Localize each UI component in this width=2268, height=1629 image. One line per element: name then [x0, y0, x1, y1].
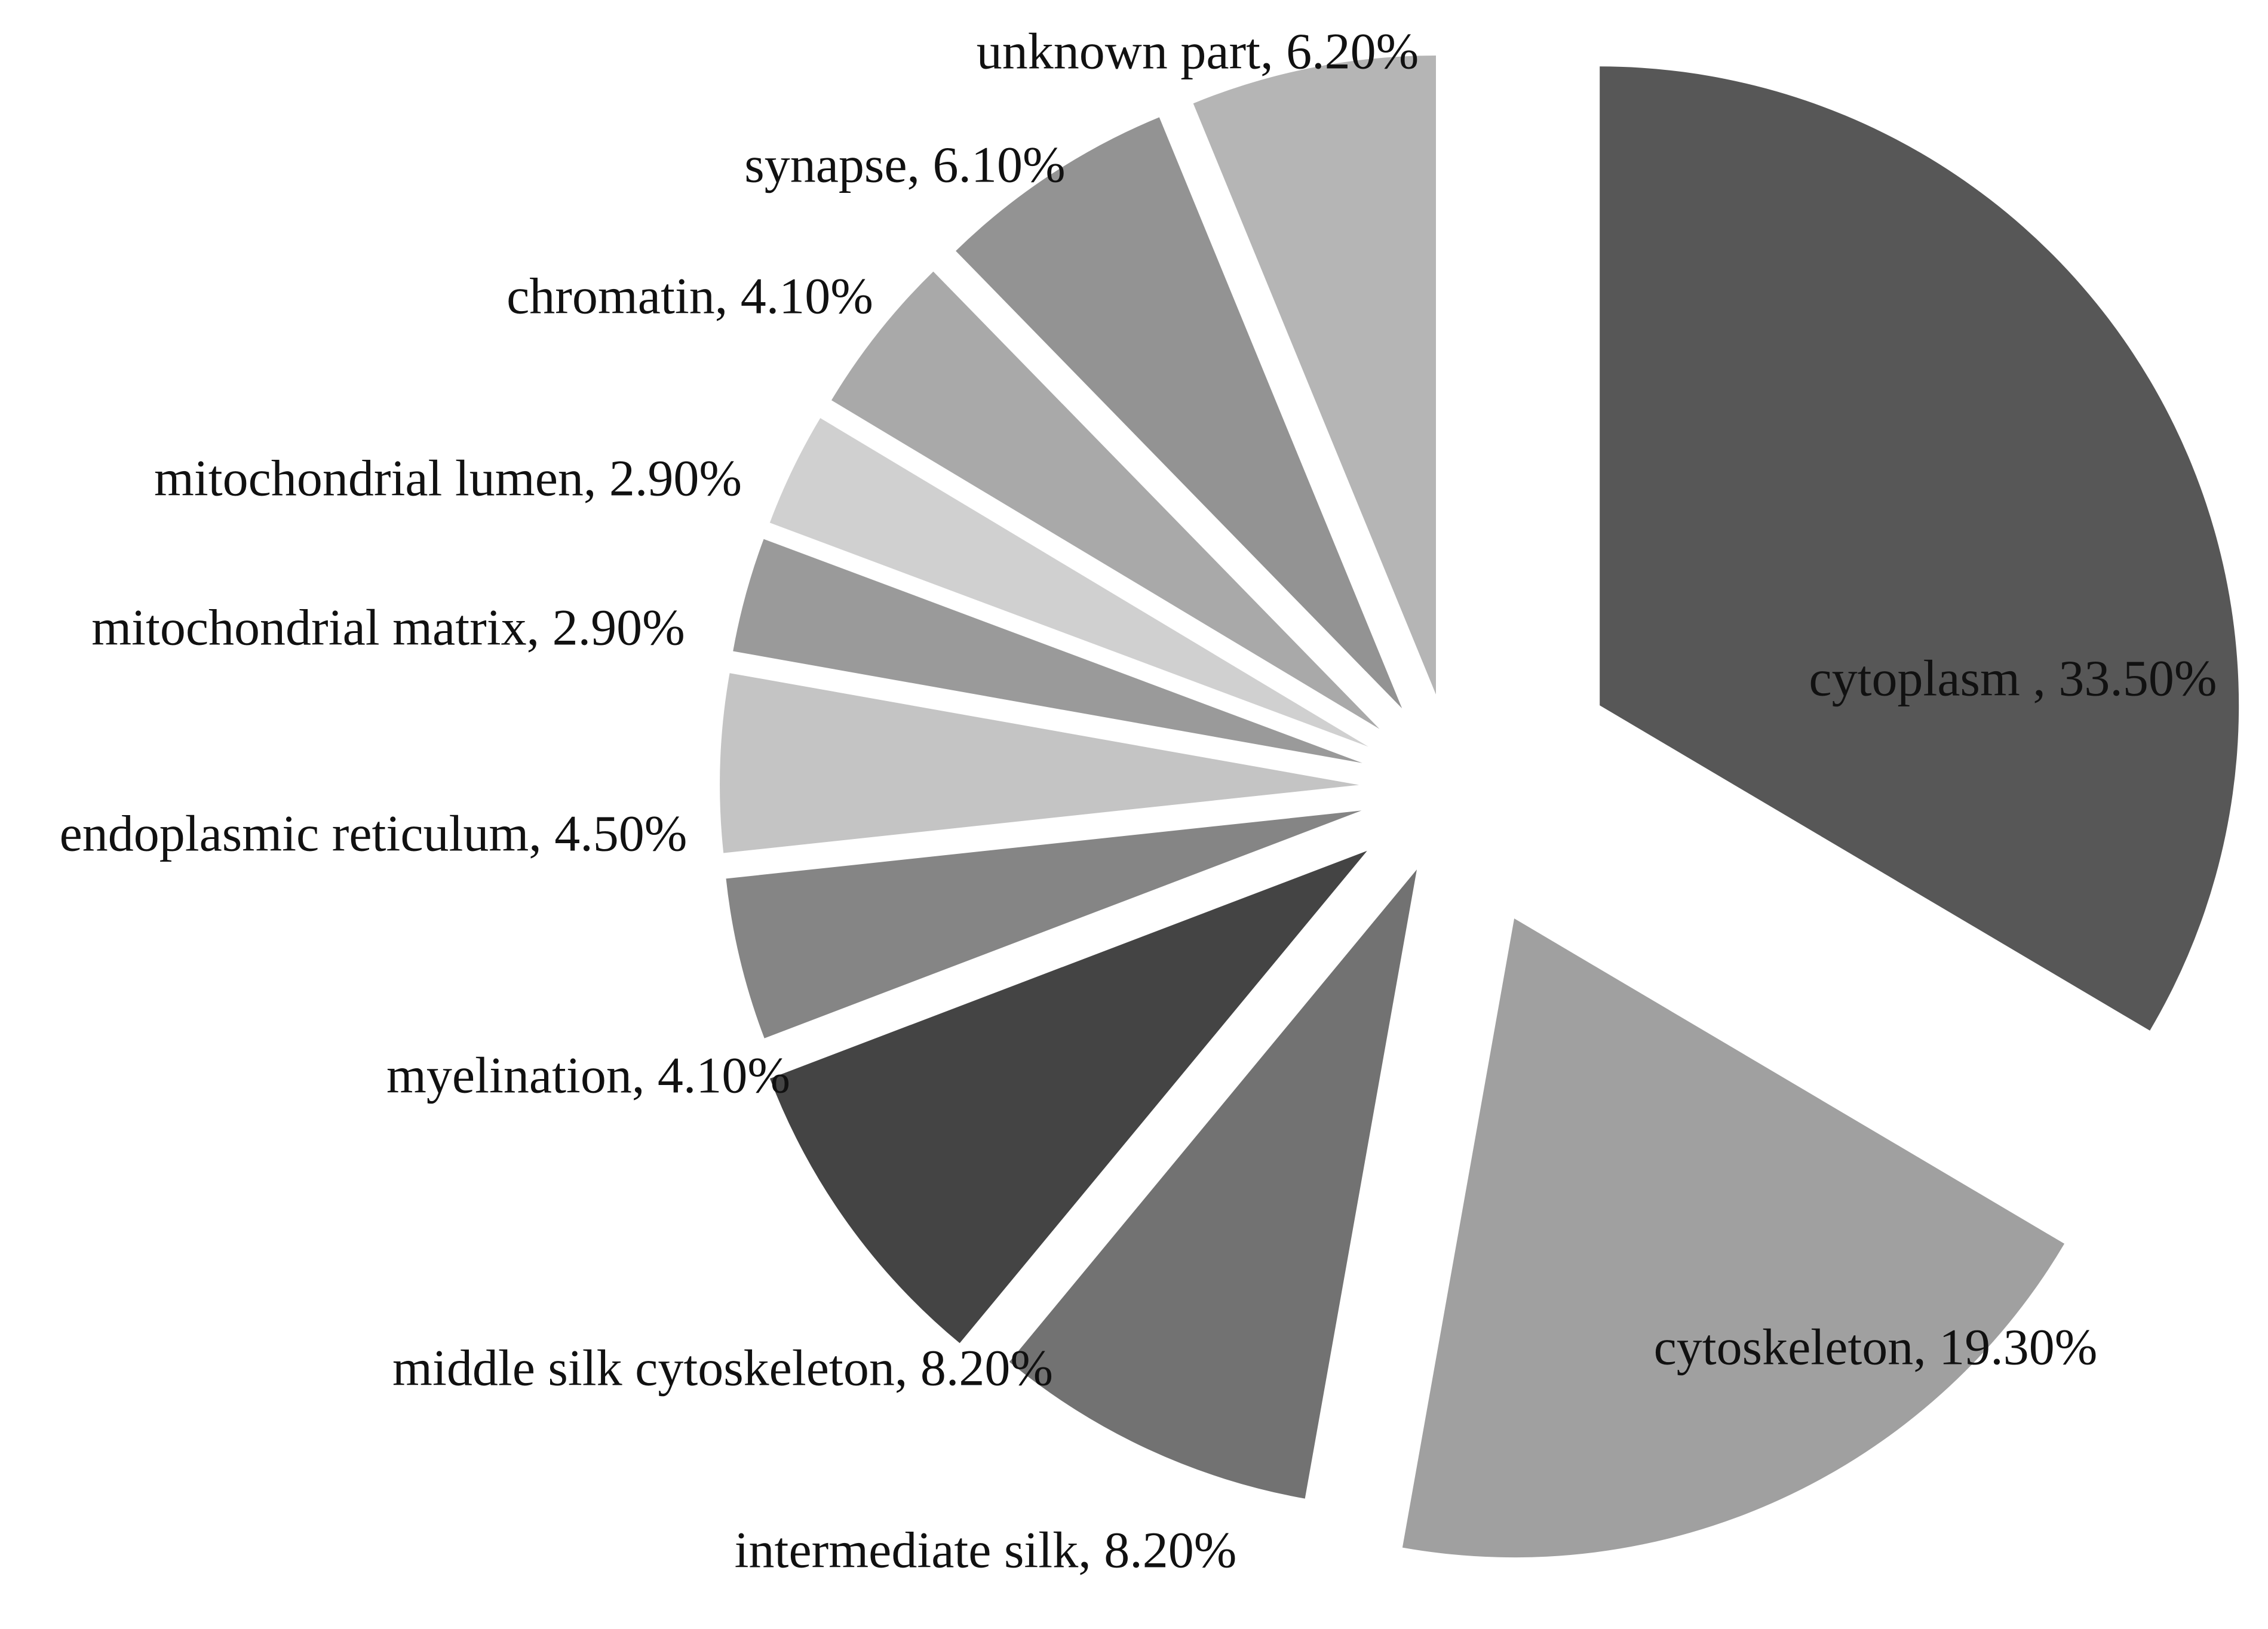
pie-slice-unknown-part	[1193, 56, 1436, 694]
pie-slice-middle-silk-cytoskeleton	[770, 850, 1367, 1344]
pie-label-middle-silk-cytoskeleton: middle silk cytoskeleton, 8.20%	[392, 1339, 1053, 1397]
pie-slice-mitochondrial-lumen	[769, 418, 1368, 747]
pie-slice-cytoplasm	[1600, 66, 2239, 1031]
pie-slice-myelination	[726, 810, 1362, 1038]
pie-slice-synapse	[956, 117, 1402, 709]
pie-slice-endoplasmic-reticulum	[720, 673, 1359, 853]
pie-slices	[720, 56, 2239, 1558]
pie-label-cytoskeleton: cytoskeleton, 19.30%	[1654, 1318, 2098, 1376]
pie-label-endoplasmic-reticulum: endoplasmic reticulum, 4.50%	[60, 805, 688, 862]
pie-label-chromatin: chromatin, 4.10%	[507, 268, 873, 325]
pie-label-unknown-part: unknown part, 6.20%	[977, 23, 1419, 80]
pie-label-cytoplasm: cytoplasm , 33.50%	[1809, 650, 2217, 707]
pie-slice-cytoskeleton	[1402, 918, 2065, 1558]
pie-label-intermediate-silk: intermediate silk, 8.20%	[735, 1522, 1237, 1579]
pie-label-mitochondrial-lumen: mitochondrial lumen, 2.90%	[154, 450, 742, 507]
pie-label-mitochondrial-matrix: mitochondrial matrix, 2.90%	[91, 599, 685, 656]
pie-labels: cytoplasm , 33.50% cytoskeleton, 19.30% in…	[60, 23, 2217, 1579]
pie-slice-intermediate-silk	[1009, 869, 1417, 1499]
pie-slice-chromatin	[831, 271, 1380, 729]
pie-label-myelination: myelination, 4.10%	[386, 1047, 790, 1104]
pie-label-synapse: synapse, 6.10%	[744, 136, 1065, 193]
pie-slice-mitochondrial-matrix	[733, 539, 1362, 763]
